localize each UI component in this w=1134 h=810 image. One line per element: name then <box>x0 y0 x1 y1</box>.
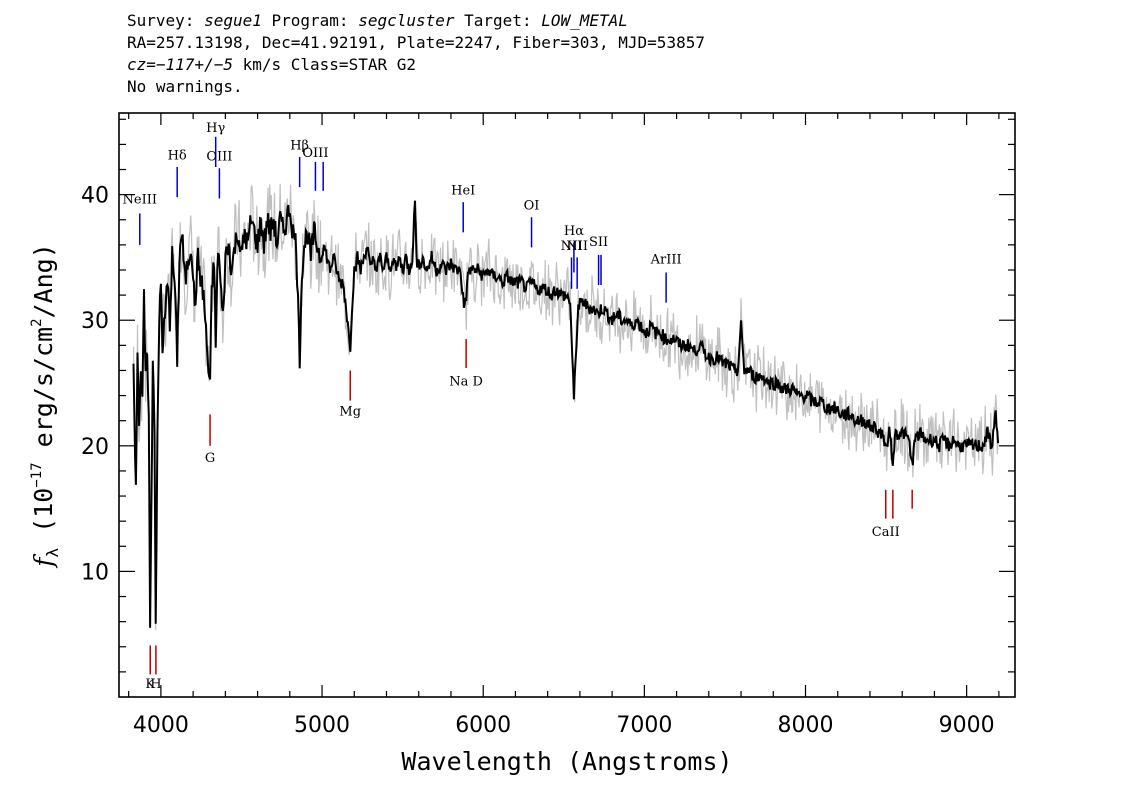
x-tick-label: 9000 <box>939 713 995 738</box>
emission-line-label-14: ArIII <box>650 253 682 268</box>
header-survey-line: Survey: segue1 Program: segcluster Targe… <box>127 10 705 32</box>
emission-line-label-12: SII <box>589 235 608 250</box>
header-coordinates-line: RA=257.13198, Dec=41.92191, Plate=2247, … <box>127 33 705 52</box>
absorption-line-label-3: Mg <box>339 405 361 420</box>
y-title-lambda: λ <box>43 548 62 558</box>
emission-line-label-7: HeI <box>451 184 475 199</box>
absorption-line-label-2: G <box>205 451 215 466</box>
spectrum-header: Survey: segue1 Program: segcluster Targe… <box>127 10 705 98</box>
survey-label: Survey: <box>127 11 205 30</box>
y-tick-label: 20 <box>81 435 109 460</box>
absorption-line-label-0: K <box>145 677 155 692</box>
axes: 4000 5000 6000 7000 8000 9000 10 20 30 40 <box>81 112 1016 738</box>
emission-line-label-11: NII <box>566 239 588 254</box>
emission-line-label-10: Hα <box>564 224 584 239</box>
x-tick-label: 7000 <box>616 713 672 738</box>
y-axis-title: fλ (10−17 erg/s/cm2/Ang) <box>29 243 62 569</box>
target-label: Target: <box>454 11 542 30</box>
x-tick-label: 8000 <box>778 713 834 738</box>
y-title-unit: erg/s/cm <box>29 327 58 462</box>
x-tick-label: 6000 <box>455 713 511 738</box>
program-value: segcluster <box>358 11 455 30</box>
y-tick-label: 10 <box>81 560 109 585</box>
emission-line-label-1: Hδ <box>168 148 187 163</box>
survey-value: segue1 <box>204 11 262 30</box>
x-tick-label: 4000 <box>133 713 189 738</box>
header-redshift-line: cz=−117+/−5 km/s Class=STAR G2 <box>127 54 705 76</box>
emission-line-label-9: NII <box>561 239 583 254</box>
y-title-exp: −17 <box>29 462 45 487</box>
emission-line-label-5: OIII <box>302 146 328 161</box>
header-warnings-line: No warnings. <box>127 77 243 96</box>
spectrum-series <box>132 200 1000 628</box>
y-title-prefix: (10 <box>29 488 58 548</box>
spectrum-line <box>132 200 1000 628</box>
target-value: LOW_METAL <box>541 11 628 30</box>
plot-frame <box>118 112 1016 698</box>
absorption-line-label-1: H <box>150 677 161 692</box>
y-title-exp2: 2 <box>29 318 45 326</box>
x-axis-title: Wavelength (Angstroms) <box>401 747 732 776</box>
x-tick-label: 5000 <box>294 713 350 738</box>
y-tick-label: 30 <box>81 309 109 334</box>
program-label: Program: <box>261 11 359 30</box>
absorption-line-label-4: Na D <box>449 375 483 390</box>
emission-line-label-4: Hβ <box>290 138 309 153</box>
class-text: km/s Class=STAR G2 <box>232 55 416 74</box>
emission-line-label-0: NeIII <box>123 192 157 207</box>
absorption-line-label-5: CaII <box>872 525 900 540</box>
emission-line-label-8: OI <box>524 199 540 214</box>
y-title-suffix: /Ang) <box>29 243 58 318</box>
y-title-f: f <box>29 554 58 569</box>
emission-line-label-2: Hγ <box>206 121 225 136</box>
emission-line-label-3: OIII <box>206 150 232 165</box>
y-tick-label: 40 <box>81 184 109 209</box>
cz-value: cz=−117+/−5 <box>127 55 233 74</box>
